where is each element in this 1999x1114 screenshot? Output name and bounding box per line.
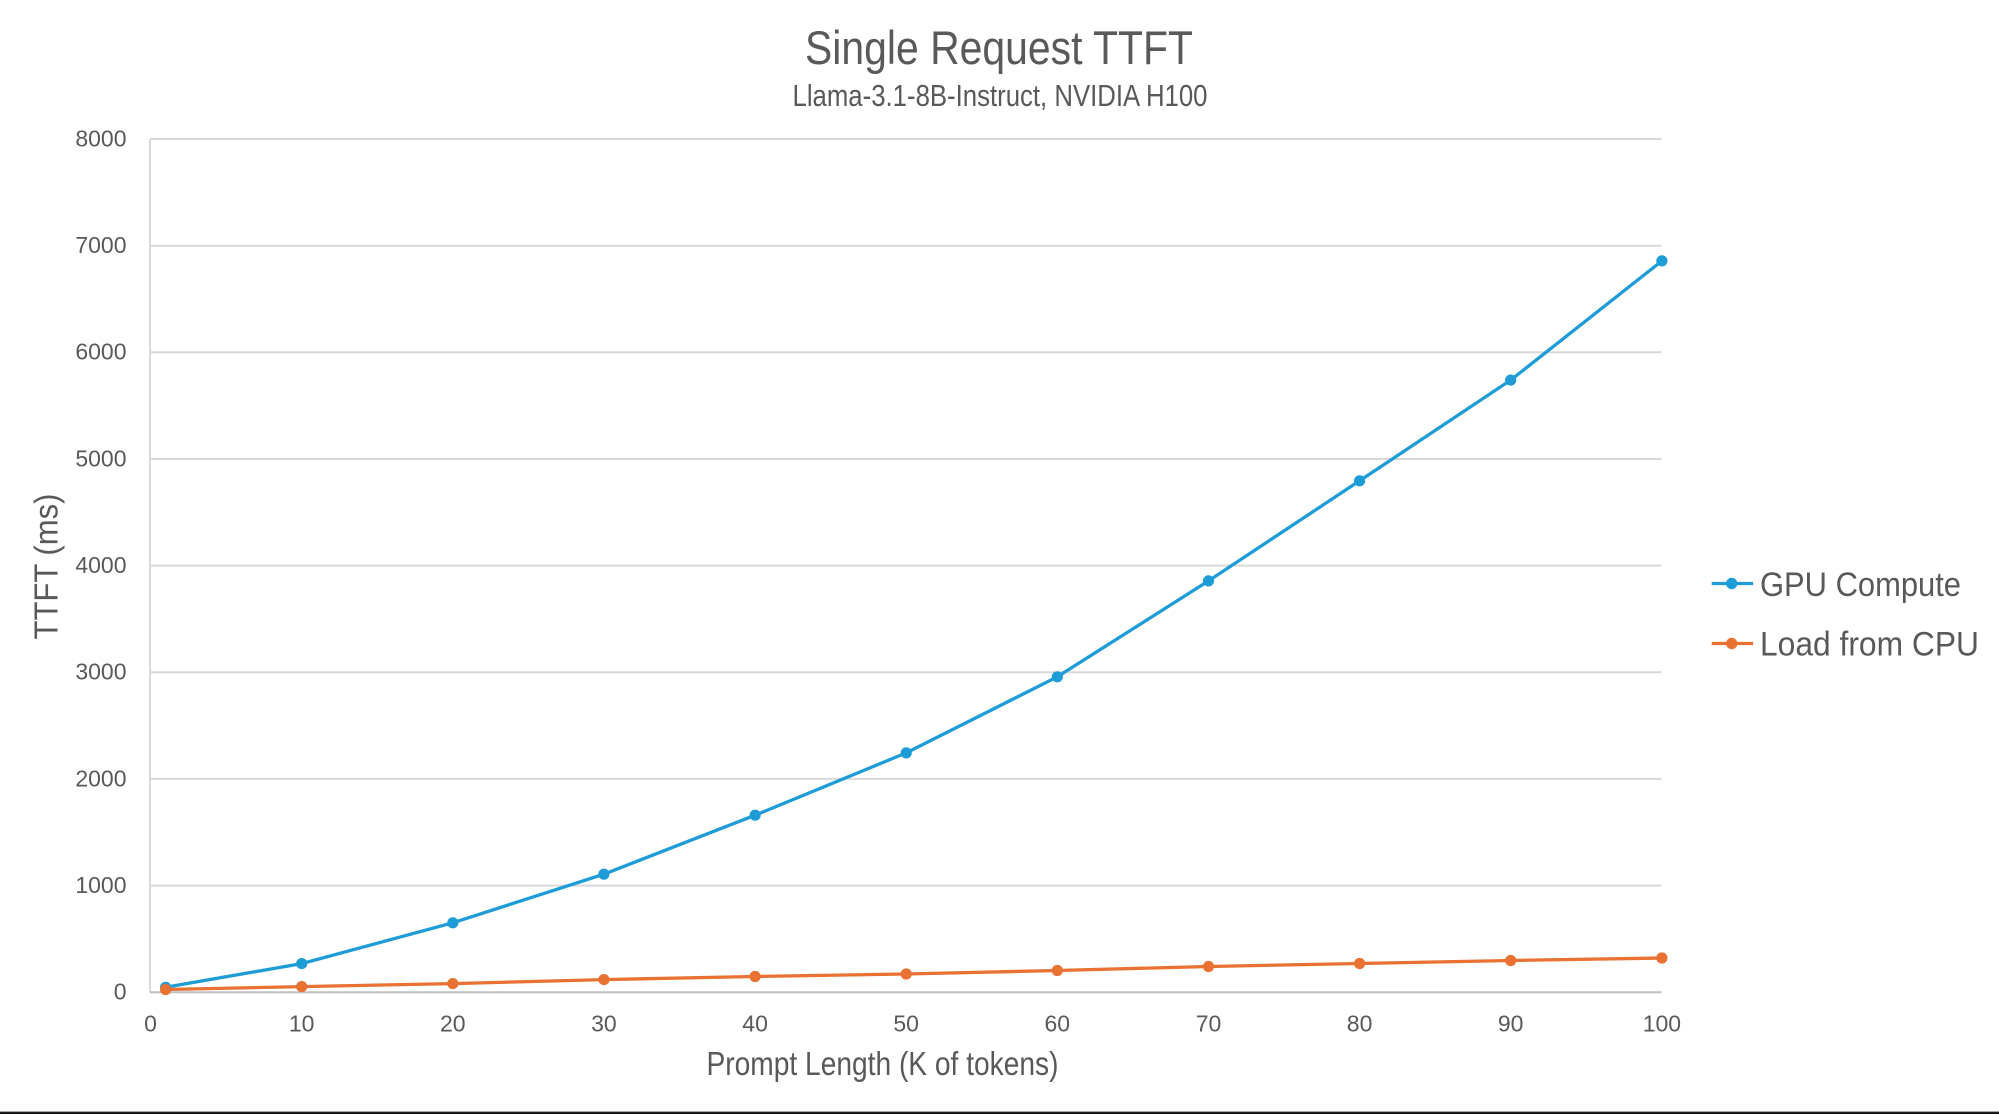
svg-text:Prompt Length (K of tokens): Prompt Length (K of tokens)	[707, 1045, 1059, 1082]
svg-text:3000: 3000	[75, 659, 126, 685]
svg-text:1000: 1000	[75, 872, 126, 898]
svg-text:5000: 5000	[75, 445, 126, 471]
svg-text:30: 30	[591, 1011, 617, 1037]
svg-text:70: 70	[1196, 1011, 1222, 1037]
svg-text:10: 10	[289, 1011, 315, 1037]
svg-text:8000: 8000	[75, 125, 126, 151]
svg-text:2000: 2000	[75, 765, 126, 791]
svg-text:50: 50	[893, 1011, 919, 1037]
svg-text:4000: 4000	[75, 552, 126, 578]
svg-text:100: 100	[1643, 1011, 1681, 1037]
svg-text:80: 80	[1347, 1011, 1373, 1037]
svg-text:Llama-3.1-8B-Instruct, NVIDIA: Llama-3.1-8B-Instruct, NVIDIA H100	[793, 78, 1208, 113]
svg-text:7000: 7000	[75, 232, 126, 258]
svg-text:20: 20	[440, 1011, 466, 1037]
svg-text:90: 90	[1498, 1011, 1524, 1037]
svg-text:Single Request TTFT: Single Request TTFT	[805, 21, 1193, 74]
svg-text:TTFT (ms): TTFT (ms)	[28, 494, 65, 640]
svg-text:6000: 6000	[75, 339, 126, 365]
svg-text:60: 60	[1045, 1011, 1071, 1037]
svg-text:0: 0	[144, 1011, 157, 1037]
svg-text:0: 0	[114, 979, 127, 1005]
svg-text:GPU Compute: GPU Compute	[1760, 566, 1961, 604]
svg-text:Load from CPU: Load from CPU	[1760, 625, 1979, 663]
svg-text:40: 40	[742, 1011, 768, 1037]
